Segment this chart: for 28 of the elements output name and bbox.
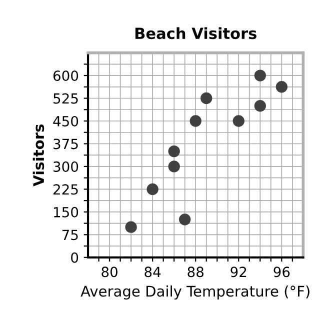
point — [254, 100, 266, 112]
y-axis-title: Visitors — [32, 124, 44, 186]
point — [178, 214, 191, 226]
y-tick-label: 300 — [54, 161, 78, 172]
point — [200, 92, 212, 104]
x-tick-label: 92 — [230, 266, 246, 278]
y-tick-label: 225 — [54, 184, 78, 195]
point — [276, 81, 288, 93]
y-tick-label: 0 — [71, 252, 78, 263]
point — [168, 160, 180, 172]
x-tick-label: 84 — [144, 266, 161, 278]
x-tick-label: 88 — [188, 266, 204, 278]
x-tick-label: 96 — [274, 266, 290, 278]
y-tick-label: 150 — [54, 206, 78, 218]
point — [168, 145, 180, 158]
y-tick-label: 450 — [53, 116, 78, 126]
y-tick-label: 525 — [54, 93, 78, 104]
y-tick-label: 600 — [53, 70, 78, 82]
point — [190, 115, 202, 127]
point — [125, 221, 137, 233]
x-axis-title: Average Daily Temperature (°F) — [80, 285, 310, 300]
point — [146, 183, 158, 196]
chart-title: Beach Visitors — [135, 27, 256, 40]
point — [232, 115, 244, 127]
y-tick-label: 375 — [54, 138, 78, 150]
y-tick-label: 75 — [62, 230, 78, 240]
point — [254, 70, 266, 82]
x-tick-label: 80 — [102, 266, 118, 278]
